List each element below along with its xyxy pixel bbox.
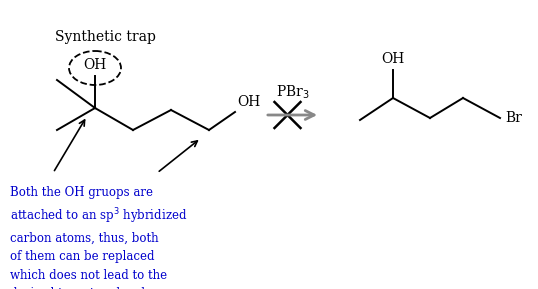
Text: OH: OH <box>381 52 405 66</box>
Text: PBr$_3$: PBr$_3$ <box>275 84 309 101</box>
Text: Both the OH gruops are
attached to an sp$^3$ hybridized
carbon atoms, thus, both: Both the OH gruops are attached to an sp… <box>10 186 187 289</box>
Text: Br: Br <box>505 111 522 125</box>
Text: OH: OH <box>237 95 260 109</box>
Text: OH: OH <box>83 58 107 72</box>
Text: Synthetic trap: Synthetic trap <box>54 30 155 44</box>
